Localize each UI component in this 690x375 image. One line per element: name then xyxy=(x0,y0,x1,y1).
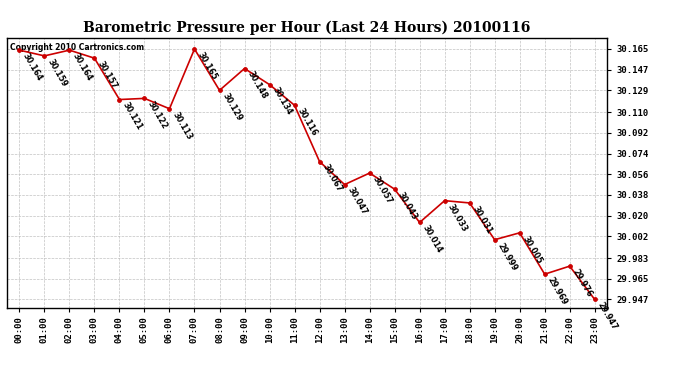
Text: 29.999: 29.999 xyxy=(496,241,519,272)
Text: 30.159: 30.159 xyxy=(46,57,69,88)
Text: 30.165: 30.165 xyxy=(196,50,219,81)
Text: 30.134: 30.134 xyxy=(271,86,294,117)
Text: 30.157: 30.157 xyxy=(96,60,119,91)
Text: 30.164: 30.164 xyxy=(21,51,44,82)
Text: 29.969: 29.969 xyxy=(546,276,569,307)
Text: 30.033: 30.033 xyxy=(446,202,469,233)
Text: 29.947: 29.947 xyxy=(596,301,619,332)
Text: 30.057: 30.057 xyxy=(371,174,394,206)
Text: 30.113: 30.113 xyxy=(171,110,194,141)
Text: 30.148: 30.148 xyxy=(246,70,269,101)
Text: 30.043: 30.043 xyxy=(396,190,419,222)
Text: 30.031: 30.031 xyxy=(471,204,494,236)
Text: 30.164: 30.164 xyxy=(71,51,94,82)
Text: 30.121: 30.121 xyxy=(121,101,144,132)
Text: Copyright 2010 Cartronics.com: Copyright 2010 Cartronics.com xyxy=(10,43,144,52)
Text: 30.067: 30.067 xyxy=(321,163,344,194)
Title: Barometric Pressure per Hour (Last 24 Hours) 20100116: Barometric Pressure per Hour (Last 24 Ho… xyxy=(83,21,531,35)
Text: 30.129: 30.129 xyxy=(221,92,244,123)
Text: 30.014: 30.014 xyxy=(421,224,444,255)
Text: 29.976: 29.976 xyxy=(571,267,594,298)
Text: 30.047: 30.047 xyxy=(346,186,369,217)
Text: 30.122: 30.122 xyxy=(146,100,169,131)
Text: 30.116: 30.116 xyxy=(296,106,319,138)
Text: 30.005: 30.005 xyxy=(521,234,544,265)
